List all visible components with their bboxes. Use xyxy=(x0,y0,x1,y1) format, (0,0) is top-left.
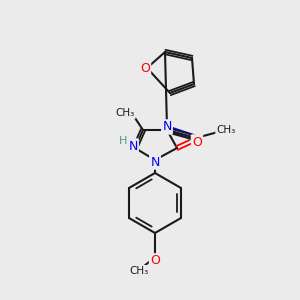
Text: O: O xyxy=(150,254,160,268)
Text: N: N xyxy=(128,140,138,152)
Text: O: O xyxy=(192,136,202,148)
Text: CH₃: CH₃ xyxy=(116,108,135,118)
Text: CH₃: CH₃ xyxy=(129,266,148,276)
Text: CH₃: CH₃ xyxy=(216,125,236,135)
Text: N: N xyxy=(150,155,160,169)
Text: H: H xyxy=(119,136,127,146)
Text: N: N xyxy=(162,121,172,134)
Text: O: O xyxy=(140,61,150,74)
